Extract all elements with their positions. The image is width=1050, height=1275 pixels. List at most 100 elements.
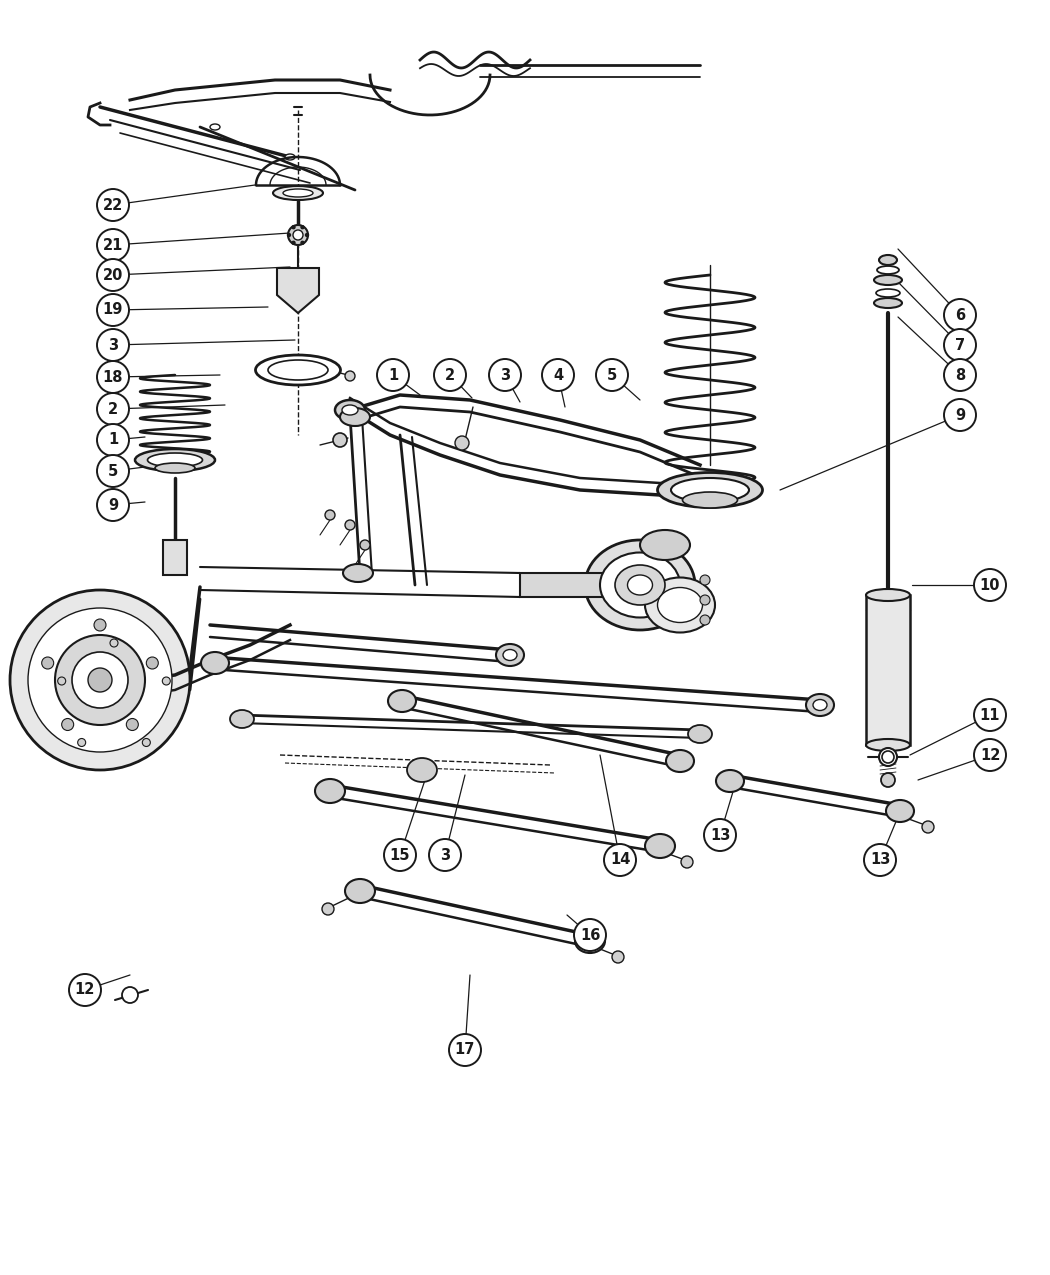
Text: 18: 18 xyxy=(103,370,123,385)
Text: 22: 22 xyxy=(103,198,123,213)
Ellipse shape xyxy=(343,564,373,581)
Circle shape xyxy=(322,903,334,915)
Ellipse shape xyxy=(806,694,834,717)
Circle shape xyxy=(97,295,129,326)
Text: 9: 9 xyxy=(954,408,965,422)
Circle shape xyxy=(301,226,304,228)
Text: 15: 15 xyxy=(390,848,411,862)
Ellipse shape xyxy=(284,189,313,198)
Ellipse shape xyxy=(657,588,702,622)
Ellipse shape xyxy=(645,578,715,632)
Circle shape xyxy=(97,230,129,261)
Circle shape xyxy=(292,241,295,245)
Circle shape xyxy=(42,657,54,669)
Ellipse shape xyxy=(628,575,652,595)
Circle shape xyxy=(122,987,138,1003)
Circle shape xyxy=(700,595,710,606)
Circle shape xyxy=(97,393,129,425)
Text: 3: 3 xyxy=(500,367,510,382)
Ellipse shape xyxy=(600,552,680,617)
Circle shape xyxy=(10,590,190,770)
Circle shape xyxy=(288,233,291,236)
Circle shape xyxy=(69,974,101,1006)
Ellipse shape xyxy=(407,759,437,782)
Text: 14: 14 xyxy=(610,853,630,867)
Polygon shape xyxy=(277,268,319,312)
Circle shape xyxy=(974,699,1006,731)
Circle shape xyxy=(455,436,469,450)
Ellipse shape xyxy=(866,589,910,601)
Circle shape xyxy=(681,856,693,868)
Ellipse shape xyxy=(147,453,203,467)
Circle shape xyxy=(449,1034,481,1066)
Circle shape xyxy=(384,839,416,871)
Text: 8: 8 xyxy=(954,367,965,382)
Circle shape xyxy=(28,608,172,752)
Bar xyxy=(866,595,910,745)
Ellipse shape xyxy=(657,473,762,507)
Circle shape xyxy=(700,575,710,585)
Ellipse shape xyxy=(886,799,914,822)
Circle shape xyxy=(542,360,574,391)
Circle shape xyxy=(429,839,461,871)
Circle shape xyxy=(143,738,150,746)
Text: 20: 20 xyxy=(103,268,123,283)
Text: 7: 7 xyxy=(954,338,965,352)
Ellipse shape xyxy=(688,725,712,743)
Ellipse shape xyxy=(335,400,365,419)
Ellipse shape xyxy=(640,530,690,560)
Circle shape xyxy=(345,520,355,530)
Ellipse shape xyxy=(342,405,358,414)
Circle shape xyxy=(974,569,1006,601)
Text: 13: 13 xyxy=(710,827,730,843)
Circle shape xyxy=(974,740,1006,771)
Text: 1: 1 xyxy=(387,367,398,382)
Ellipse shape xyxy=(879,748,897,766)
Circle shape xyxy=(146,657,159,669)
Ellipse shape xyxy=(666,750,694,771)
Circle shape xyxy=(881,773,895,787)
Ellipse shape xyxy=(340,408,370,426)
Circle shape xyxy=(78,738,86,746)
Ellipse shape xyxy=(716,770,744,792)
Circle shape xyxy=(944,329,977,361)
Ellipse shape xyxy=(645,834,675,858)
Circle shape xyxy=(58,677,66,685)
Text: 5: 5 xyxy=(108,464,118,478)
Ellipse shape xyxy=(575,929,605,952)
Ellipse shape xyxy=(671,478,749,502)
Circle shape xyxy=(110,639,118,646)
Text: 17: 17 xyxy=(455,1043,476,1057)
Circle shape xyxy=(944,300,977,332)
Circle shape xyxy=(94,618,106,631)
Text: 2: 2 xyxy=(108,402,118,417)
Ellipse shape xyxy=(585,541,695,630)
Text: 12: 12 xyxy=(980,747,1001,762)
Ellipse shape xyxy=(210,124,220,130)
Ellipse shape xyxy=(273,186,323,200)
Circle shape xyxy=(293,230,303,240)
Ellipse shape xyxy=(876,289,900,297)
Circle shape xyxy=(882,751,894,762)
Circle shape xyxy=(944,360,977,391)
Text: 1: 1 xyxy=(108,432,118,448)
Ellipse shape xyxy=(879,255,897,265)
Ellipse shape xyxy=(874,275,902,286)
Text: 21: 21 xyxy=(103,237,123,252)
Text: 3: 3 xyxy=(440,848,450,862)
Text: 16: 16 xyxy=(580,927,601,942)
Ellipse shape xyxy=(874,298,902,309)
Circle shape xyxy=(596,360,628,391)
Circle shape xyxy=(126,719,139,731)
Text: 5: 5 xyxy=(607,367,617,382)
Text: 4: 4 xyxy=(553,367,563,382)
Ellipse shape xyxy=(877,266,899,274)
Circle shape xyxy=(333,434,347,448)
Ellipse shape xyxy=(388,690,416,711)
Ellipse shape xyxy=(201,652,229,674)
Ellipse shape xyxy=(285,154,295,159)
Ellipse shape xyxy=(866,740,910,751)
Circle shape xyxy=(345,371,355,381)
Ellipse shape xyxy=(503,649,517,660)
Text: 19: 19 xyxy=(103,302,123,317)
